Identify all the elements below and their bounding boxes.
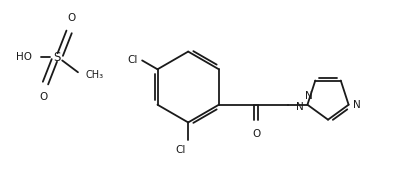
Text: Cl: Cl [128,55,138,65]
Text: O: O [252,129,261,139]
Text: HO: HO [16,52,32,62]
Text: Cl: Cl [176,145,186,155]
Text: O: O [40,92,47,102]
Text: O: O [67,13,75,23]
Text: CH₃: CH₃ [86,70,104,80]
Text: N: N [353,100,360,110]
Text: N: N [296,102,304,112]
Text: S: S [53,51,61,64]
Text: N: N [304,91,312,101]
